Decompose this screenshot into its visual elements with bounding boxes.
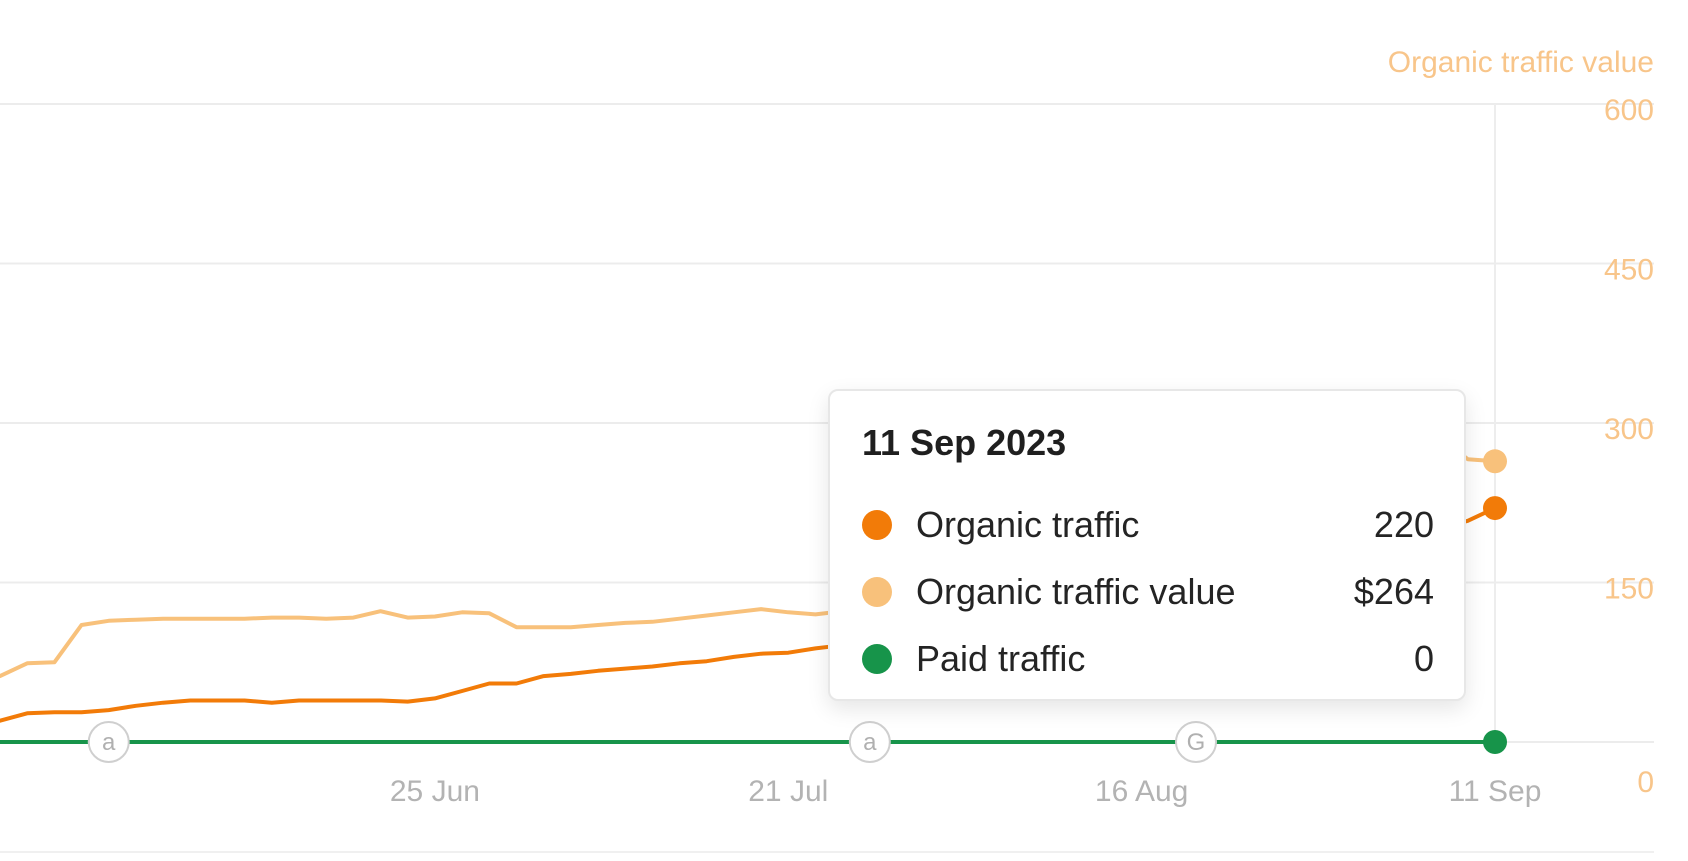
tooltip-label: Organic traffic value bbox=[916, 570, 1236, 612]
annotation-label: a bbox=[102, 729, 116, 756]
organic-traffic-value-dot-icon bbox=[862, 576, 892, 607]
x-tick-label: 25 Jun bbox=[390, 775, 480, 808]
annotation-marker[interactable] bbox=[848, 721, 891, 763]
tooltip-row-organic-traffic-value: Organic traffic value $264 bbox=[862, 558, 1434, 625]
paid-traffic-dot-icon bbox=[862, 643, 892, 674]
organic-traffic-value-end-point bbox=[1483, 449, 1507, 474]
tooltip-row-organic-traffic: Organic traffic 220 bbox=[862, 491, 1434, 558]
tooltip-row-paid-traffic: Paid traffic 0 bbox=[862, 625, 1434, 692]
right-y-axis-ticks: 0 150 300 450 600 bbox=[1604, 94, 1654, 799]
x-tick-label: 21 Jul bbox=[748, 775, 828, 808]
tooltip-date: 11 Sep 2023 bbox=[862, 422, 1067, 463]
annotation-marker[interactable] bbox=[1175, 721, 1217, 763]
annotation-label: a bbox=[863, 729, 877, 756]
end-point-markers bbox=[1483, 449, 1507, 754]
right-axis-title: Organic traffic value bbox=[1388, 46, 1654, 79]
tooltip-label: Organic traffic bbox=[916, 503, 1140, 545]
tooltip-value: 220 bbox=[1373, 503, 1434, 545]
right-y-tick-label: 150 bbox=[1604, 573, 1654, 606]
right-y-tick-label: 600 bbox=[1604, 94, 1654, 127]
right-y-tick-label: 300 bbox=[1604, 413, 1654, 446]
x-axis-ticks: 25 Jun 21 Jul 16 Aug 11 Sep bbox=[390, 775, 1542, 808]
x-tick-label: 11 Sep bbox=[1449, 775, 1542, 808]
annotation-marker[interactable] bbox=[87, 721, 130, 763]
right-y-tick-label: 0 bbox=[1637, 766, 1654, 799]
paid-traffic-end-point bbox=[1483, 730, 1507, 754]
tooltip-value: $264 bbox=[1353, 570, 1434, 612]
organic-traffic-end-point bbox=[1483, 496, 1507, 521]
x-tick-label: 16 Aug bbox=[1095, 775, 1188, 808]
tooltip-label: Paid traffic bbox=[916, 637, 1086, 679]
annotation-label: G bbox=[1187, 729, 1206, 756]
chart-tooltip: 11 Sep 2023 Organic traffic 220 Organic … bbox=[828, 389, 1466, 701]
organic-traffic-dot-icon bbox=[862, 509, 892, 540]
tooltip-value: 0 bbox=[1413, 637, 1434, 679]
right-y-tick-label: 450 bbox=[1604, 254, 1654, 287]
